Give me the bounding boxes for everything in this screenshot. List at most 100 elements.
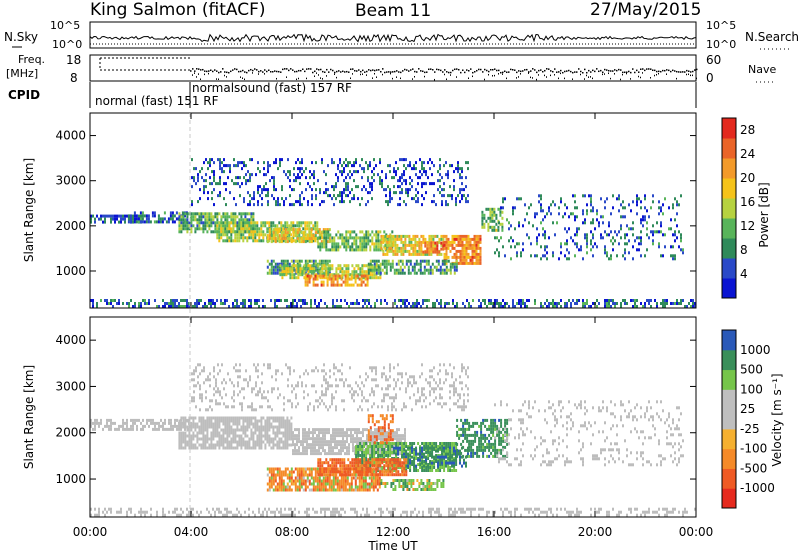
power-cell (680, 233, 682, 237)
power-cell (432, 237, 435, 241)
velocity-cell (202, 440, 205, 444)
power-cell (249, 200, 251, 204)
power-cell (296, 237, 299, 241)
nave-point (318, 74, 319, 76)
power-cell (310, 230, 313, 234)
power-cell (214, 227, 217, 231)
power-cell (289, 276, 292, 280)
power-cell (469, 258, 472, 262)
power-cell (230, 230, 233, 234)
velocity-cell (308, 431, 310, 435)
power-cell (552, 200, 554, 204)
power-cell (245, 173, 247, 177)
power-cell (443, 262, 446, 266)
power-cell (375, 236, 378, 240)
velocity-cell (266, 416, 269, 420)
freq-point (572, 71, 574, 74)
power-cell (357, 267, 360, 271)
power-cell (388, 243, 391, 247)
power-cell (256, 230, 259, 234)
power-cell (197, 179, 199, 183)
power-cell (263, 185, 265, 189)
power-cell (327, 248, 330, 252)
velocity-cell (192, 437, 195, 441)
power-cell (175, 211, 178, 215)
power-cell (285, 267, 288, 271)
power-cell (420, 243, 423, 247)
velocity-cell (264, 446, 267, 450)
power-cell (260, 227, 263, 231)
power-cell (568, 257, 570, 261)
power-cell (419, 262, 422, 266)
velocity-cell (256, 443, 259, 447)
power-cell (429, 158, 431, 162)
power-cell (90, 214, 92, 218)
power-cell (363, 245, 366, 249)
power-cell (316, 305, 318, 308)
power-cell (452, 302, 454, 305)
power-cell (314, 234, 317, 238)
power-cell (436, 250, 439, 254)
power-cell (221, 161, 223, 165)
velocity-cell (320, 431, 322, 435)
velocity-cell (316, 452, 318, 456)
power-cell (640, 302, 642, 305)
velocity-cell (196, 425, 199, 429)
power-cell (443, 234, 446, 238)
nave-point (494, 74, 495, 77)
freq-point (396, 70, 398, 72)
power-cell (389, 191, 391, 195)
power-cell (544, 215, 546, 219)
power-cell (266, 230, 269, 234)
power-cell (606, 197, 608, 201)
power-cell (411, 179, 413, 183)
power-cell (392, 252, 395, 256)
power-cell (526, 233, 528, 237)
power-cell (422, 234, 425, 238)
power-cell (395, 173, 397, 177)
power-cell (278, 228, 281, 232)
power-cell (425, 173, 427, 177)
power-cell (253, 191, 255, 195)
power-cell (278, 230, 281, 234)
nave-point (286, 76, 287, 78)
power-cell (536, 236, 538, 240)
power-cell (340, 277, 343, 281)
power-cell (473, 246, 476, 250)
power-cell (347, 264, 350, 268)
power-cell (254, 230, 257, 234)
freq-point (296, 70, 298, 73)
power-cell (329, 267, 332, 271)
power-cell (420, 247, 423, 251)
power-cell (510, 224, 512, 228)
power-cell (104, 214, 106, 218)
velocity-cell (202, 431, 205, 435)
power-cell (254, 224, 257, 228)
power-cell (668, 227, 670, 231)
power-cell (416, 243, 419, 247)
power-cell (188, 227, 191, 231)
power-cell (314, 224, 317, 228)
power-cell (213, 176, 215, 180)
power-cell (400, 249, 403, 253)
power-cell (608, 257, 610, 261)
power-cell (290, 259, 293, 263)
power-cell (644, 194, 646, 198)
velocity-cell (248, 419, 251, 423)
power-cell (616, 197, 618, 201)
power-cell (369, 259, 372, 263)
power-cell (640, 206, 642, 210)
power-cell (300, 237, 303, 241)
velocity-cell (304, 434, 306, 438)
power-cell (249, 179, 251, 183)
power-cell (325, 182, 327, 186)
power-cell (271, 176, 273, 180)
power-cell (270, 221, 273, 225)
velocity-cell (342, 431, 344, 435)
velocity-cell (196, 431, 199, 435)
velocity-cell (190, 443, 193, 447)
power-cell (447, 173, 449, 177)
power-cell (409, 259, 412, 263)
power-cell (355, 270, 358, 274)
freq-point (600, 69, 602, 72)
